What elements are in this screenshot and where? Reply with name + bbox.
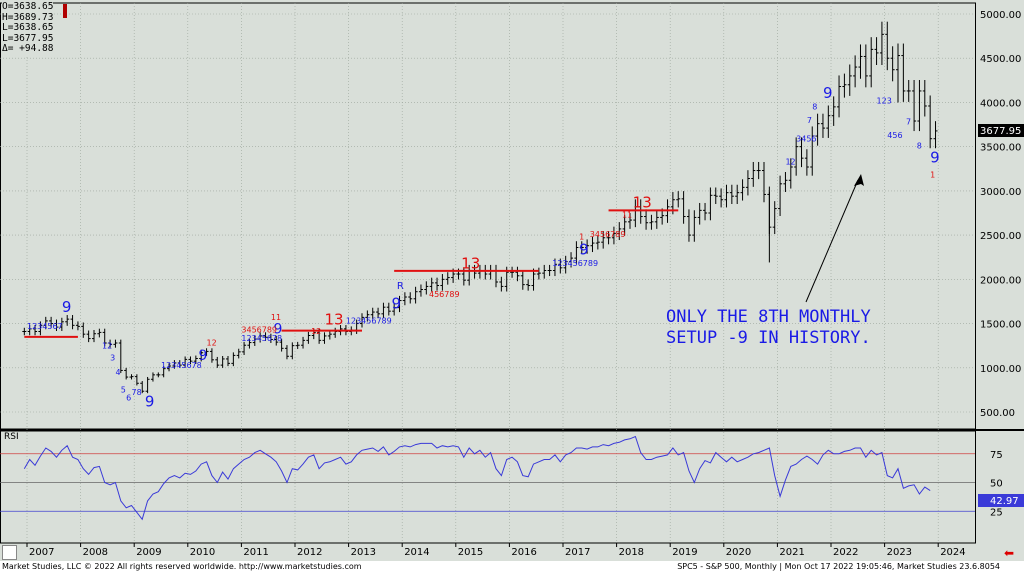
corner-box[interactable] [2,545,17,560]
td-count-label: 12345678 [241,334,282,343]
td-count-label: 123456789 [346,317,392,326]
x-tick-label: 2007 [29,547,54,558]
td-count-label: 9 [274,321,283,337]
price-tag: 3677.95 [980,126,1021,137]
td-count-label: 12 [785,157,795,166]
symbol-info-text: SPC5 - S&P 500, Monthly | Mon Oct 17 202… [677,562,1000,571]
status-footer: Market Studies, LLC © 2022 All rights re… [0,561,1024,573]
td-count-label: 12 [207,339,217,348]
x-tick-label: 2019 [672,547,697,558]
td-count-label: 3456 [796,134,816,143]
price-panel-frame [0,2,976,430]
td-count-label: 1234567 [27,322,63,331]
td-count-label: 9 [579,241,589,259]
td-count-label: 7 [906,118,911,127]
y-tick-label: 3000.00 [980,187,1021,198]
x-tick-label: 2011 [243,547,268,558]
rsi-tag: 42.97 [990,496,1019,507]
x-tick-label: 2021 [779,547,804,558]
td-count-label: 7 [807,116,812,125]
price-tag-bg [978,124,1024,137]
y-tick-label: 2000.00 [980,275,1021,286]
td-count-label: 9 [823,84,833,102]
rsi-tick-label: 50 [990,479,1003,490]
x-tick-label: 2016 [511,547,536,558]
td-count-label: R [397,281,404,292]
y-tick-label: 1500.00 [980,320,1021,331]
y-tick-label: 1000.00 [980,364,1021,375]
y-tick-label: 5000.00 [980,10,1021,21]
td-count-label: 8 [917,141,922,150]
ohlc-marker [63,4,67,18]
td-count-label: 11 [271,313,281,322]
annotation-arrowhead-icon [854,174,864,186]
td-count-label: 9 [199,348,208,364]
td-count-label: 11 [622,210,632,219]
x-tick-label: 2008 [83,547,108,558]
x-tick-label: 2020 [726,547,751,558]
td-count-label: 12 [102,341,112,350]
ohlc-open: O=3638.65 [2,1,54,12]
x-tick-label: 2024 [940,547,965,558]
y-tick-label: 4000.00 [980,98,1021,109]
td-count-label: 12 [311,327,321,336]
y-tick-label: 2500.00 [980,231,1021,242]
td-count-label: 9 [930,149,940,167]
rsi-tag-bg [978,494,1024,507]
y-tick-label: 3500.00 [980,143,1021,154]
ohlc-high: H=3689.73 [2,11,54,23]
annotation-line-1: ONLY THE 8TH MONTHLY [666,307,871,327]
x-tick-label: 2018 [619,547,644,558]
td-count-label: 3456789 [241,325,277,334]
x-tick-label: 2010 [190,547,215,558]
td-count-label: 8 [812,103,817,112]
scroll-left-arrow-icon[interactable]: ⬅ [1004,546,1015,560]
chart-svg: 2007 2008 2009 2010 2011 2012 2013 2014 2015 2016… [0,2,1024,558]
ohlc-low: L=3638.65 [2,22,54,34]
x-tick-label: 2009 [136,547,161,558]
td-count-label: 456789 [429,290,460,299]
td-count-label: 9 [391,295,401,313]
x-tick-label: 2017 [565,547,590,558]
td-count-label: 13 [633,194,652,212]
td-count-label: 123456789 [552,259,598,268]
td-count-label: 6 [126,394,131,403]
td-count-label: 4 [115,368,120,377]
x-tick-label: 2022 [833,547,858,558]
td-count-label: 13 [461,255,480,273]
ohlc-readout: O=3638.65 H=3689.73 L=3638.65 L=3677.95 … [2,1,54,55]
td-count-label: 5 [121,386,126,395]
rsi-tick-label: 25 [990,507,1003,518]
x-tick-label: 2023 [887,547,912,558]
td-count-label: 3456789 [590,230,626,239]
ohlc-delta: Δ= +94.88 [2,43,54,55]
td-count-label: 456 [887,131,902,140]
x-tick-label: 2013 [351,547,376,558]
td-count-label: 78 [132,388,142,397]
rsi-tick-label: 75 [990,450,1003,461]
rsi-panel-label: RSI [4,432,19,442]
td-count-label: 1 [579,233,584,242]
x-tick-label: 2014 [404,547,429,558]
copyright-text: Market Studies, LLC © 2022 All rights re… [2,562,362,571]
td-count-label: 9 [62,298,72,316]
td-count-label: 13 [324,310,343,328]
td-count-label: 1 [930,171,935,180]
annotation-arrow-shaft [805,179,859,303]
ohlc-close: L=3677.95 [2,32,54,44]
x-tick-label: 2015 [458,547,483,558]
td-count-label: 12345678 [161,361,202,370]
x-tick-label: 2012 [297,547,322,558]
rsi-panel-frame [0,430,976,544]
td-count-label: 123 [877,96,892,105]
annotation-line-2: SETUP -9 IN HISTORY. [666,328,871,348]
td-count-label: 3 [110,354,115,363]
y-tick-label: 500.00 [980,408,1015,419]
y-tick-label: 4500.00 [980,54,1021,65]
td-count-label: 9 [145,393,155,411]
rsi-line [23,435,931,521]
